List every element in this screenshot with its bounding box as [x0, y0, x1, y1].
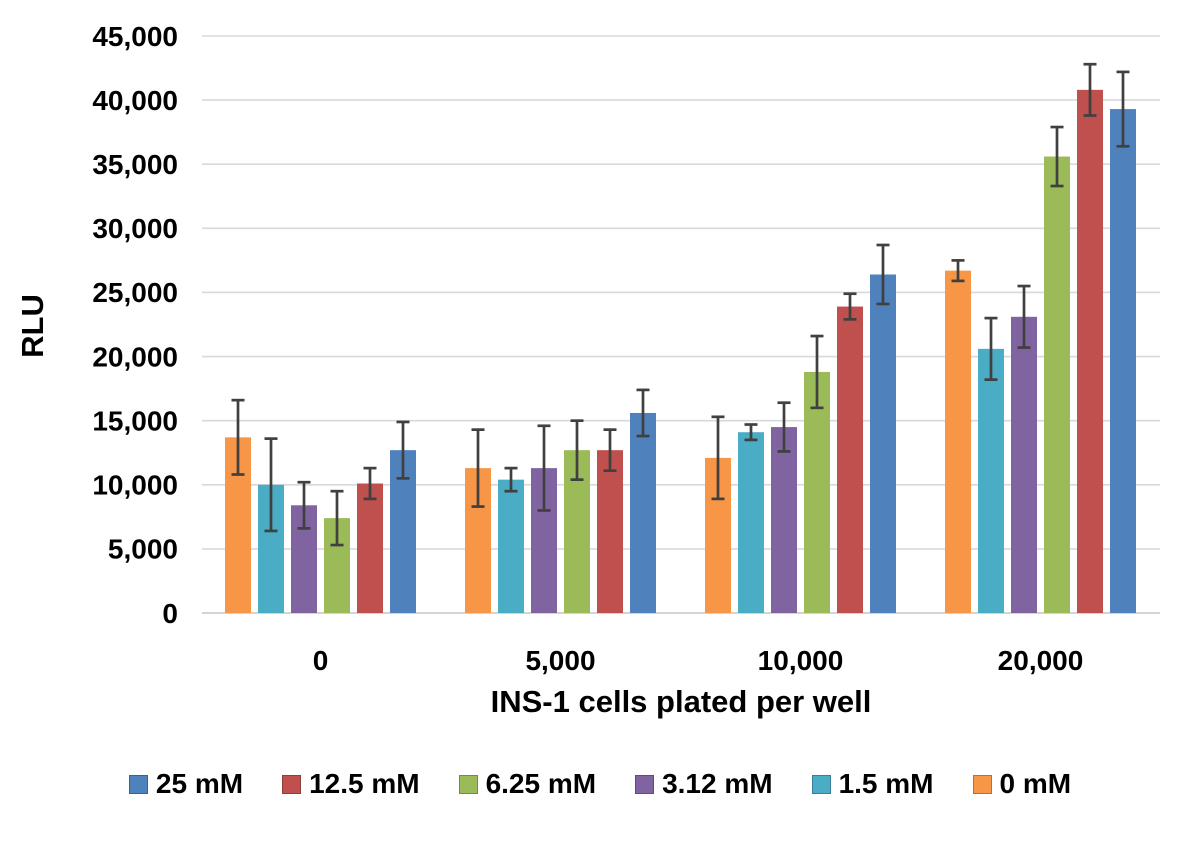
- legend-label: 3.12 mM: [662, 768, 773, 799]
- legend-label: 0 mM: [999, 768, 1072, 799]
- legend-item-625mM: 6.25 mM: [458, 768, 597, 799]
- bar-125mM-cells20000: [1077, 89, 1103, 613]
- legend-swatch-icon: [635, 774, 655, 794]
- legend-swatch-icon: [128, 774, 148, 794]
- legend-label: 25 mM: [155, 768, 244, 799]
- legend-item-312mM: 3.12 mM: [635, 770, 773, 798]
- chart-plot-area: 0 5,000 10,000 15,000 20,000 25,000 30,000 35,0…: [15, 21, 1160, 719]
- legend-item-25mM: 25 mM: [128, 768, 244, 799]
- error-bars: [231, 62, 1130, 547]
- y-tick-label: 30,000: [92, 213, 178, 244]
- bar-15mM-cells10000: [738, 432, 764, 613]
- bar-series: [225, 89, 1136, 614]
- bar-625mM-cells10000: [804, 371, 830, 613]
- x-tick-label: 0: [313, 645, 329, 676]
- bar-0mM-cells20000: [945, 270, 971, 613]
- y-axis-tick-labels: 0 5,000 10,000 15,000 20,000 25,000 30,000 35,0…: [92, 21, 178, 629]
- y-tick-label: 40,000: [92, 85, 178, 116]
- bar-125mM-cells0: [357, 483, 383, 613]
- x-tick-label: 5,000: [525, 645, 595, 676]
- legend-swatch-icon: [972, 774, 992, 794]
- legend-label: 6.25 mM: [485, 768, 597, 799]
- x-tick-label: 20,000: [998, 645, 1084, 676]
- y-tick-label: 0: [162, 598, 178, 629]
- y-tick-label: 20,000: [92, 341, 178, 372]
- legend-item-125mM: 12.5 mM: [282, 770, 420, 798]
- bar-15mM-cells5000: [498, 479, 524, 613]
- chart-legend: 25 mM 12.5 mM 6.25 mM 3.12 mM 1.5 mM 0 mM: [0, 764, 1200, 804]
- y-tick-label: 25,000: [92, 277, 178, 308]
- y-tick-label: 5,000: [108, 534, 178, 565]
- legend-label: 12.5 mM: [309, 768, 420, 799]
- bar-125mM-cells10000: [837, 306, 863, 613]
- legend-swatch-icon: [458, 774, 478, 794]
- bar-25mM-cells5000: [630, 412, 656, 613]
- x-axis-tick-labels: 0 5,000 10,000 20,000: [313, 645, 1084, 676]
- bar-625mM-cells20000: [1044, 156, 1070, 614]
- bar-312mM-cells20000: [1011, 316, 1037, 613]
- bar-25mM-cells20000: [1110, 109, 1136, 613]
- y-tick-label: 45,000: [92, 21, 178, 52]
- bar-125mM-cells5000: [597, 450, 623, 613]
- legend-item-15mM: 1.5 mM: [811, 768, 934, 799]
- x-tick-label: 10,000: [758, 645, 844, 676]
- y-tick-label: 35,000: [92, 149, 178, 180]
- y-tick-label: 10,000: [92, 470, 178, 501]
- y-tick-label: 15,000: [92, 405, 178, 436]
- bar-25mM-cells10000: [870, 274, 896, 613]
- legend-item-0mM: 0 mM: [972, 768, 1072, 799]
- bar-15mM-cells20000: [978, 348, 1004, 613]
- legend-label: 1.5 mM: [838, 768, 934, 799]
- y-axis-title: RLU: [15, 294, 50, 358]
- bar-312mM-cells10000: [771, 427, 797, 613]
- legend-swatch-icon: [811, 774, 831, 794]
- legend-swatch-icon: [282, 774, 302, 794]
- x-axis-title: INS-1 cells plated per well: [491, 684, 872, 719]
